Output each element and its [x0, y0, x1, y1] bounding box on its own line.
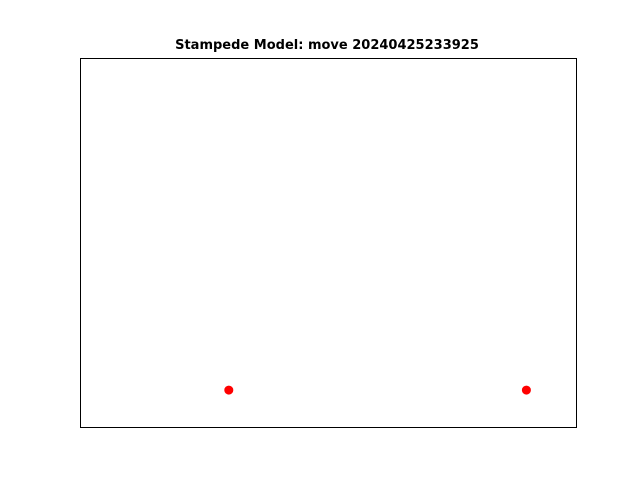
- data-point-2: [522, 386, 531, 395]
- data-point-1: [224, 386, 233, 395]
- chart-title: Stampede Model: move 20240425233925: [175, 38, 479, 53]
